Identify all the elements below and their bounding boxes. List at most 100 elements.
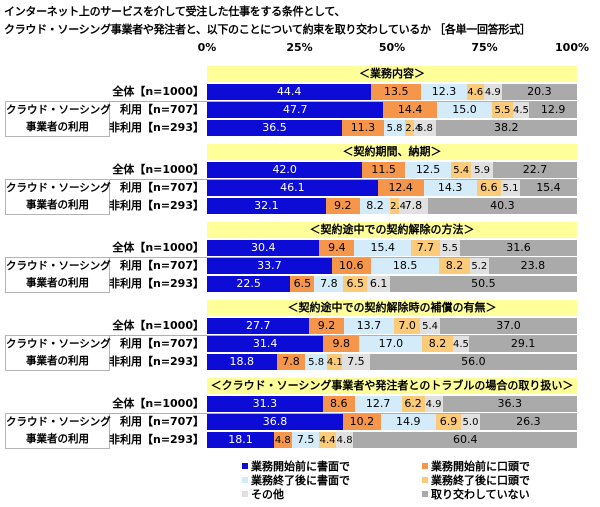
bar-segment: 31.3 [207, 396, 323, 412]
row-label: 利用【n=707】 [119, 103, 204, 116]
group-title: ＜クラウド・ソーシング事業者や発注者とのトラブルの場合の取り扱い＞ [207, 378, 577, 394]
bar-segment: 12.4 [377, 180, 424, 196]
subgroup-label: クラウド・ソーシング 事業者の利用 [5, 179, 111, 215]
bar-segment: 7.0 [394, 318, 421, 334]
bar-segment: 40.3 [427, 198, 577, 214]
segment-value: 31.6 [506, 241, 531, 254]
bar-segment: 7.8 [314, 276, 344, 292]
segment-value: 4.9 [425, 399, 442, 410]
row-label: 利用【n=707】 [119, 415, 204, 428]
row-separator [8, 335, 577, 336]
chart-group: ＜業務内容＞ クラウド・ソーシング 事業者の利用 全体【n=1000】 44.4 13.5… [0, 66, 600, 142]
bar-segment: 6.5 [343, 276, 368, 292]
bar-segment: 8.2 [439, 258, 470, 274]
legend-label: 業務開始前に口頭で [431, 460, 530, 473]
segment-value: 8.2 [366, 199, 384, 212]
row-label: 全体【n=1000】 [112, 163, 204, 176]
subgroup-label-line: 事業者の利用 [26, 277, 89, 289]
bar-segment: 12.9 [529, 102, 577, 118]
segment-value: 9.2 [334, 199, 352, 212]
segment-value: 12.9 [540, 103, 566, 116]
segment-value: 14.3 [437, 181, 463, 194]
row-label: 非利用【n=293】 [108, 277, 204, 290]
bar-segment: 29.1 [469, 336, 577, 352]
segment-value: 4.5 [512, 105, 529, 116]
bar-segment: 13.7 [343, 318, 395, 334]
group-title: ＜契約途中での契約解除の方法＞ [207, 222, 577, 238]
segment-value: 46.1 [280, 181, 305, 194]
segment-value: 6.5 [346, 277, 365, 290]
bar-segment: 5.1 [501, 180, 520, 196]
chart-group: ＜契約期間、納期＞ クラウド・ソーシング 事業者の利用 全体【n=1000】 42.0 1… [0, 144, 600, 220]
group-title: ＜契約期間、納期＞ [207, 144, 577, 160]
segment-value: 23.8 [520, 259, 546, 272]
bar-segment: 2.4 [405, 120, 421, 136]
bar-segment: 6.5 [290, 276, 315, 292]
bar-segment: 7.7 [411, 240, 440, 256]
bar-segment: 12.7 [354, 396, 402, 412]
segment-value: 50.5 [471, 277, 496, 290]
bar-segment: 5.8 [414, 120, 436, 136]
bar-segment: 56.0 [369, 354, 577, 370]
stacked-bar: 18.8 7.8 5.8 4.1 7.5 56.0 [207, 354, 577, 370]
chart-title-line-1: インターネット上のサービスを介して受注した仕事をする条件として、 [4, 5, 346, 18]
segment-value: 4.1 [326, 357, 343, 368]
segment-value: 13.7 [356, 319, 382, 332]
stacked-bar: 27.7 9.2 13.7 7.0 5.4 37.0 [207, 318, 577, 334]
bar-segment: 5.4 [451, 162, 472, 178]
bar-segment: 33.7 [207, 258, 332, 274]
segment-value: 40.3 [490, 199, 515, 212]
bar-segment: 7.5 [291, 432, 320, 448]
bar-segment: 36.3 [442, 396, 577, 412]
subgroup-label: クラウド・ソーシング 事業者の利用 [5, 257, 111, 293]
segment-value: 18.1 [228, 433, 253, 446]
bar-segment: 18.8 [207, 354, 277, 370]
segment-value: 4.6 [467, 87, 484, 98]
segment-value: 44.4 [276, 85, 302, 98]
subgroup-label-line: クラウド・ソーシング [6, 182, 111, 194]
bar-segment: 5.8 [305, 354, 327, 370]
x-tick-25: 25% [286, 41, 313, 54]
segment-value: 8.2 [445, 259, 464, 272]
bar-segment: 26.3 [479, 414, 577, 430]
row-label: 全体【n=1000】 [112, 319, 204, 332]
bar-segment: 5.0 [461, 414, 480, 430]
subgroup-label-line: 事業者の利用 [26, 355, 89, 367]
bar-segment: 50.5 [389, 276, 577, 292]
bar-segment: 31.4 [207, 336, 324, 352]
segment-value: 17.0 [378, 337, 404, 350]
bar-segment: 4.9 [483, 84, 502, 100]
row-label: 全体【n=1000】 [112, 397, 204, 410]
row-separator [8, 257, 577, 258]
segment-value: 38.2 [494, 121, 519, 134]
subgroup-label: クラウド・ソーシング 事業者の利用 [5, 101, 111, 137]
bar-segment: 4.5 [452, 336, 470, 352]
segment-value: 32.1 [254, 199, 279, 212]
row-separator [8, 413, 577, 414]
subgroup-label-line: 事業者の利用 [26, 121, 89, 133]
segment-value: 29.1 [510, 337, 536, 350]
legend-label: 業務開始前に書面で [251, 460, 350, 473]
bar-segment: 5.5 [439, 240, 461, 256]
segment-value: 8.2 [428, 337, 447, 350]
segment-value: 7.7 [416, 241, 435, 254]
bar-segment: 8.2 [422, 336, 453, 352]
segment-value: 7.8 [282, 355, 300, 368]
segment-value: 15.0 [452, 103, 477, 116]
segment-value: 11.5 [371, 163, 396, 176]
segment-value: 5.5 [441, 243, 458, 254]
segment-value: 6.1 [369, 277, 388, 290]
segment-value: 27.7 [245, 319, 271, 332]
bar-segment: 11.3 [342, 120, 384, 136]
segment-value: 42.0 [272, 163, 297, 176]
legend-item: 業務開始前に書面で [242, 458, 350, 474]
bar-segment: 12.3 [421, 84, 467, 100]
segment-value: 12.5 [415, 163, 441, 176]
segment-value: 13.5 [383, 85, 409, 98]
stacked-bar: 42.0 11.5 12.5 5.4 5.9 22.7 [207, 162, 577, 178]
segment-value: 36.3 [497, 397, 523, 410]
row-label: 利用【n=707】 [119, 337, 204, 350]
stacked-bar: 30.4 9.4 15.4 7.7 5.5 31.6 [207, 240, 577, 256]
bar-segment: 5.5 [492, 102, 513, 118]
segment-value: 10.6 [339, 259, 364, 272]
